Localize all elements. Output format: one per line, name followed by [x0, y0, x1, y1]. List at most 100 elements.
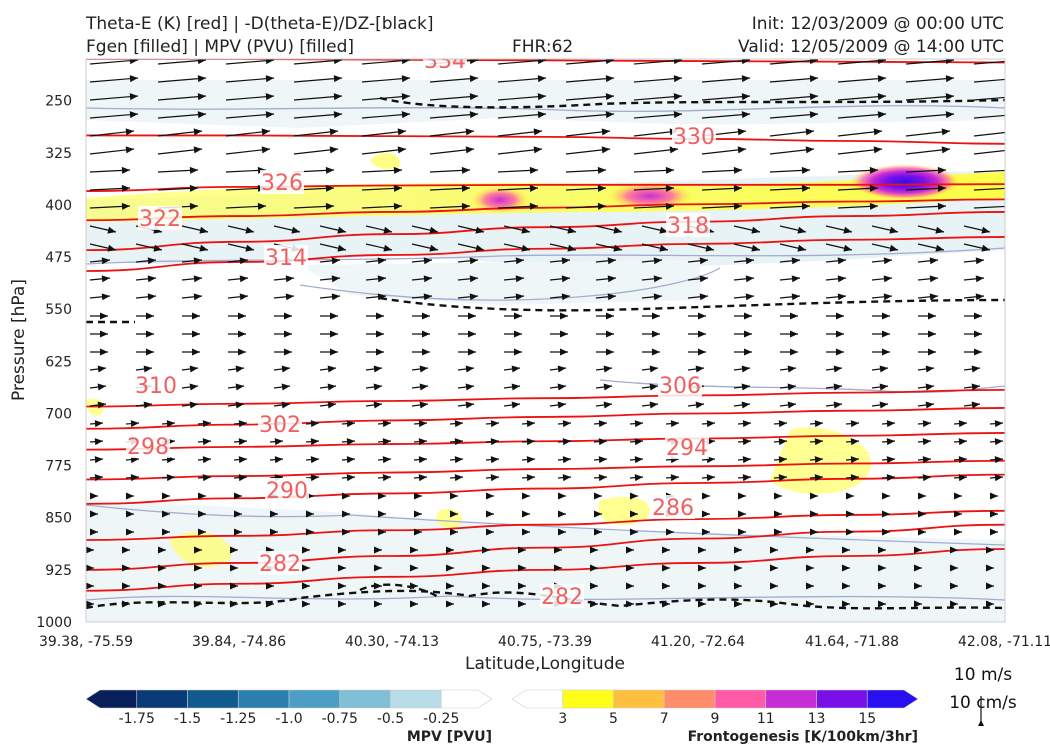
wind-arrowhead	[954, 492, 962, 500]
wind-arrowhead	[805, 128, 814, 136]
wind-arrowhead	[122, 600, 130, 608]
wind-arrowhead	[705, 244, 714, 252]
wind-arrowhead	[121, 166, 130, 174]
wind-arrowhead	[465, 146, 474, 154]
wind-arrowhead	[649, 383, 658, 391]
wind-arrowhead	[429, 244, 438, 252]
wind-arrowhead	[958, 438, 967, 446]
wind-arrowhead	[235, 383, 244, 391]
wind-arrowhead	[86, 564, 94, 572]
wind-arrowhead	[806, 582, 814, 590]
wind-arrowhead	[945, 59, 954, 65]
wind-arrowhead	[790, 330, 798, 338]
wind-arrowhead	[393, 202, 402, 210]
wind-arrowhead	[801, 166, 810, 174]
wind-arrowhead	[922, 456, 931, 464]
y-tick-label: 325	[45, 146, 72, 162]
wind-arrowhead	[879, 365, 888, 373]
wind-arrowhead	[189, 166, 198, 174]
wind-arrowhead	[166, 474, 175, 482]
wind-arrowhead	[733, 184, 742, 192]
wind-arrowhead	[230, 600, 238, 608]
y-tick-label: 1000	[36, 615, 72, 631]
wind-arrowhead	[603, 383, 612, 391]
wind-arrowhead	[928, 348, 936, 356]
theta-e-line	[86, 183, 1005, 192]
wind-arrowhead	[850, 420, 859, 428]
wind-arrowhead	[814, 474, 823, 482]
wind-arrowhead	[843, 226, 852, 234]
wind-arrowhead	[261, 146, 270, 154]
wind-arrowhead	[130, 474, 139, 482]
wind-arrowhead	[836, 312, 844, 320]
wind-arrowhead	[741, 59, 750, 65]
wind-arrowhead	[338, 600, 346, 608]
vector-key-vertical: 10 cm/s	[949, 693, 1017, 713]
wind-arrowhead	[158, 546, 166, 554]
wind-arrowhead	[744, 330, 752, 338]
wind-arrowhead	[598, 456, 607, 464]
wind-arrowhead	[469, 111, 478, 119]
wind-vector	[973, 187, 1005, 191]
wind-arrowhead	[626, 546, 634, 554]
wind-arrowhead	[266, 600, 274, 608]
wind-arrowhead	[945, 111, 954, 119]
wind-arrowhead	[778, 474, 787, 482]
wind-arrowhead	[302, 564, 310, 572]
wind-arrowhead	[330, 348, 338, 356]
legend-mpv-swatch	[390, 689, 442, 709]
wind-vector	[429, 95, 479, 101]
wind-arrowhead	[537, 75, 546, 83]
wind-arrowhead	[94, 438, 103, 446]
wind-vector	[973, 205, 1005, 209]
wind-vector	[89, 59, 139, 65]
y-tick-label: 700	[45, 406, 72, 422]
wind-arrowhead	[401, 59, 410, 65]
wind-arrowhead	[945, 75, 954, 83]
wind-arrowhead	[418, 456, 427, 464]
wind-arrowhead	[97, 401, 106, 409]
wind-arrowhead	[590, 564, 598, 572]
wind-arrowhead	[468, 330, 476, 338]
wind-arrowhead	[526, 438, 535, 446]
wind-arrowhead	[706, 474, 715, 482]
wind-arrowhead	[285, 275, 294, 283]
y-tick-label: 775	[45, 459, 72, 475]
wind-arrowhead	[189, 383, 198, 391]
wind-arrowhead	[310, 420, 319, 428]
wind-arrowhead	[265, 111, 274, 119]
wind-arrowhead	[665, 166, 674, 174]
wind-arrowhead	[374, 600, 382, 608]
wind-arrowhead	[607, 293, 616, 301]
wind-vector	[905, 77, 955, 83]
wind-arrowhead	[454, 474, 463, 482]
wind-arrowhead	[745, 275, 754, 283]
wind-arrowhead	[929, 257, 938, 265]
legend-mpv: -1.75 -1.5 -1.25 -1.0 -0.75 -0.5 -0.25	[85, 689, 493, 727]
wind-arrowhead	[741, 93, 750, 101]
wind-arrowhead	[770, 582, 778, 590]
wind-arrowhead	[189, 202, 198, 210]
wind-arrowhead	[562, 438, 571, 446]
wind-arrowhead	[521, 226, 530, 234]
wind-arrowhead	[193, 128, 202, 136]
wind-arrowhead	[742, 420, 751, 428]
wind-arrowhead	[606, 312, 614, 320]
wind-arrowhead	[837, 257, 846, 265]
legend-mpv-swatch	[85, 689, 138, 709]
wind-arrowhead	[598, 438, 607, 446]
wind-arrowhead	[192, 330, 200, 338]
wind-arrowhead	[94, 474, 103, 482]
wind-vector	[973, 169, 1005, 173]
wind-arrowhead	[346, 474, 355, 482]
theta-e-label: 282	[259, 552, 301, 577]
wind-vector	[973, 78, 1005, 83]
wind-arrowhead	[529, 202, 538, 210]
wind-arrowhead	[153, 244, 162, 252]
x-tick-label: 42.08, -71.11	[958, 634, 1050, 650]
wind-arrowhead	[601, 146, 610, 154]
wind-arrowhead	[873, 128, 882, 136]
wind-arrowhead	[557, 383, 566, 391]
wind-arrowhead	[90, 528, 98, 536]
wind-arrowhead	[554, 564, 562, 572]
